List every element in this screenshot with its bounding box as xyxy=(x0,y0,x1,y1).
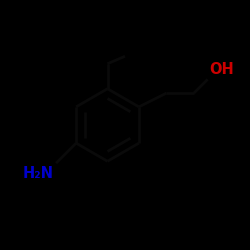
Text: H₂N: H₂N xyxy=(22,166,54,181)
Text: OH: OH xyxy=(209,62,234,78)
